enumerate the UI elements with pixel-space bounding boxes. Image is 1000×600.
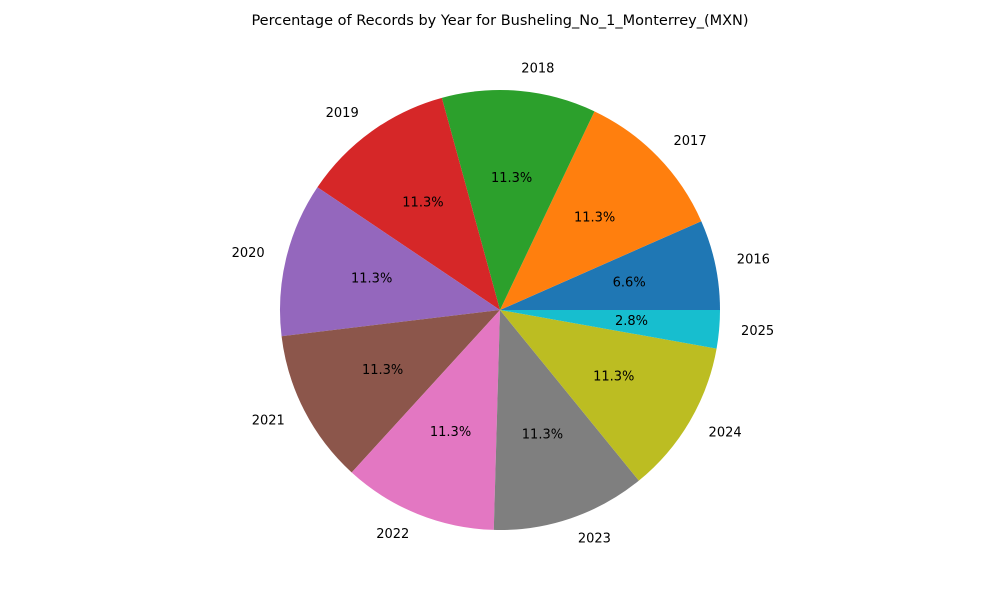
- pie-slice-2019: [317, 97, 500, 310]
- category-label-2021: 2021: [252, 413, 285, 428]
- pie-slice-2021: [281, 310, 500, 473]
- pie-slice-2024: [500, 310, 717, 481]
- chart-title: Percentage of Records by Year for Bushel…: [251, 13, 749, 29]
- percentage-label-2019: 11.3%: [402, 195, 443, 210]
- percentage-labels: 6.6% 11.3% 11.3% 11.3% 11.3% 11.3% 11.3% 11.3% 1…: [351, 171, 648, 442]
- percentage-label-2017: 11.3%: [574, 210, 615, 225]
- pie-slice-2017: [500, 111, 702, 310]
- category-labels: 2016 2017 2018 2019 2020 2021 2022 2023 2024 2025: [232, 61, 775, 546]
- category-label-2017: 2017: [674, 134, 707, 149]
- pie-slice-2016: [500, 221, 721, 310]
- percentage-label-2016: 6.6%: [613, 275, 646, 290]
- pie-wedges: [279, 90, 721, 530]
- pie-slice-2025: [500, 310, 720, 349]
- pie-slice-2018: [441, 90, 595, 310]
- percentage-label-2020: 11.3%: [351, 272, 392, 287]
- pie-slice-2023: [493, 310, 639, 530]
- category-label-2019: 2019: [326, 106, 359, 121]
- category-label-2016: 2016: [737, 253, 770, 268]
- pie-slice-2020: [279, 187, 500, 337]
- percentage-label-2025: 2.8%: [615, 314, 648, 329]
- category-label-2024: 2024: [709, 425, 742, 440]
- percentage-label-2022: 11.3%: [430, 425, 471, 440]
- category-label-2018: 2018: [521, 61, 554, 76]
- category-label-2023: 2023: [578, 532, 611, 547]
- percentage-label-2024: 11.3%: [593, 369, 634, 384]
- pie-slice-2022: [351, 310, 500, 530]
- category-label-2025: 2025: [741, 324, 774, 339]
- percentage-label-2021: 11.3%: [362, 363, 403, 378]
- percentage-label-2023: 11.3%: [522, 427, 563, 442]
- category-label-2020: 2020: [232, 246, 265, 261]
- category-label-2022: 2022: [376, 527, 409, 542]
- percentage-label-2018: 11.3%: [491, 171, 532, 186]
